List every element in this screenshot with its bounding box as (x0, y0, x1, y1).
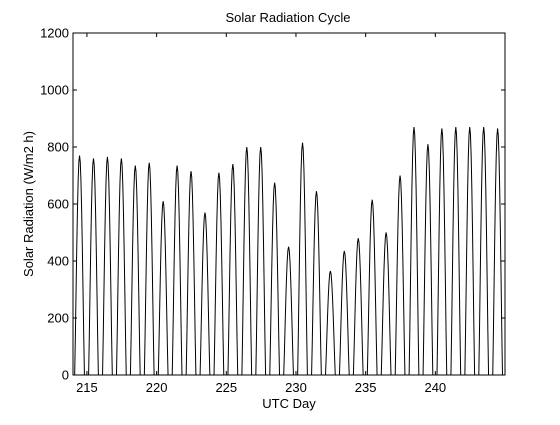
y-tick-label: 200 (47, 311, 69, 326)
plot-frame (72, 32, 506, 376)
y-axis-label: Solar Radiation (W/m2 h) (21, 131, 36, 277)
x-tick-label: 230 (285, 380, 307, 395)
x-tick-label: 225 (215, 380, 237, 395)
x-tick-label: 240 (424, 380, 446, 395)
series-line (73, 127, 505, 376)
x-axis-ticks: 215 220 225 230 235 240 (76, 33, 446, 395)
chart-title: Solar Radiation Cycle (225, 10, 350, 25)
y-axis-ticks: 0 200 400 600 800 1000 1200 (40, 26, 505, 383)
y-tick-label: 1200 (40, 26, 69, 41)
x-tick-label: 220 (146, 380, 168, 395)
y-tick-label: 400 (47, 254, 69, 269)
y-tick-label: 1000 (40, 83, 69, 98)
y-tick-label: 0 (62, 368, 69, 383)
plot-area (73, 33, 505, 375)
y-tick-label: 600 (47, 197, 69, 212)
x-tick-label: 215 (76, 380, 98, 395)
x-tick-label: 235 (355, 380, 377, 395)
y-tick-label: 800 (47, 140, 69, 155)
x-axis-label: UTC Day (262, 396, 316, 411)
